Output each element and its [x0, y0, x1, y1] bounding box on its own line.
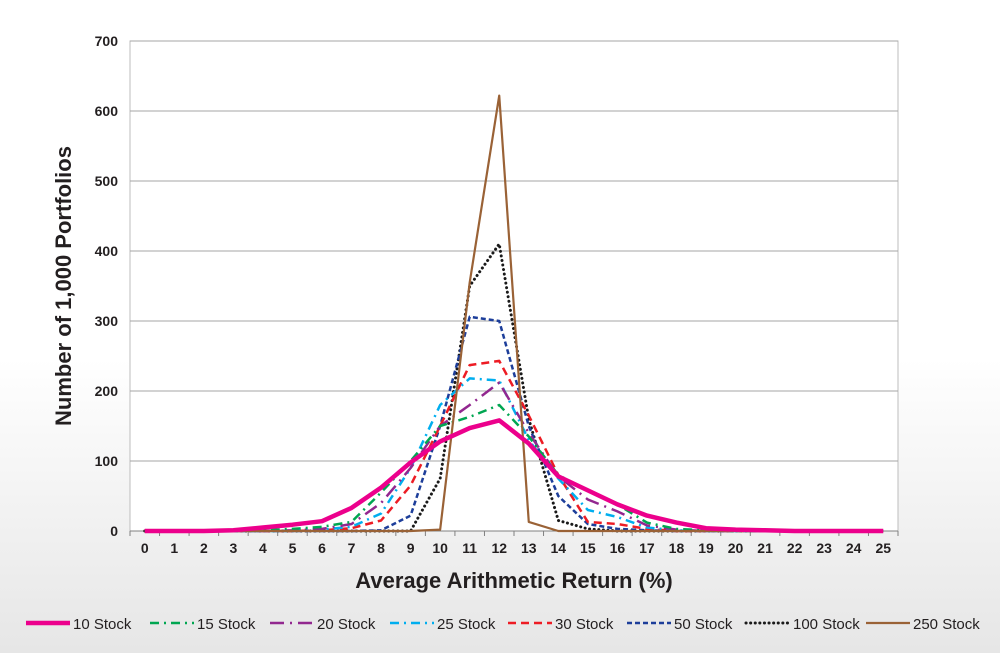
x-tick-label: 6 [318, 540, 326, 556]
legend-label: 30 Stock [555, 616, 614, 633]
y-tick-label: 700 [95, 33, 119, 49]
x-tick-label: 9 [407, 540, 415, 556]
x-tick-label: 14 [551, 540, 567, 556]
y-tick-label: 500 [95, 173, 119, 189]
legend-item: 15 Stock [150, 616, 256, 633]
series-line-10-stock [144, 418, 884, 534]
legend-label: 25 Stock [437, 616, 496, 633]
x-tick-label: 20 [728, 540, 744, 556]
x-tick-label: 24 [846, 540, 862, 556]
legend-item: 10 Stock [26, 616, 132, 633]
x-tick-label: 10 [432, 540, 448, 556]
legend-label: 20 Stock [317, 616, 376, 633]
series-line-25-stock [144, 377, 884, 533]
plot-area [129, 40, 899, 532]
y-axis: 0 100 200 300 400 500 600 700 [95, 33, 119, 539]
x-tick-label: 25 [875, 540, 891, 556]
legend-item: 30 Stock [508, 616, 614, 633]
x-tick-label: 18 [669, 540, 685, 556]
x-tick-label: 11 [462, 540, 477, 556]
legend-label: 50 Stock [674, 616, 733, 633]
x-tick-label: 8 [377, 540, 385, 556]
y-tick-label: 300 [95, 313, 119, 329]
x-tick-label: 19 [698, 540, 714, 556]
legend-item: 100 Stock [744, 616, 860, 633]
y-tick-label: 200 [95, 383, 119, 399]
x-axis: 0 1 2 3 4 5 6 7 8 9 10 11 12 13 14 15 16 17 18 19 20 21 22 23 24… [129, 530, 899, 556]
x-tick-label: 13 [521, 540, 537, 556]
x-tick-label: 17 [639, 540, 655, 556]
x-tick-label: 2 [200, 540, 208, 556]
series-lines [143, 94, 885, 534]
x-tick-label: 21 [757, 540, 773, 556]
x-tick-label: 4 [259, 540, 267, 556]
y-tick-label: 0 [110, 523, 118, 539]
x-tick-label: 1 [170, 540, 178, 556]
y-axis-label: Number of 1,000 Portfolios [51, 146, 76, 426]
legend: 10 Stock 15 Stock 20 Stock 25 Stock 30 Stock… [26, 616, 980, 633]
legend-label: 100 Stock [793, 616, 860, 633]
legend-label: 10 Stock [73, 616, 132, 633]
x-tick-label: 0 [141, 540, 149, 556]
legend-label: 250 Stock [913, 616, 980, 633]
x-tick-label: 23 [816, 540, 832, 556]
legend-item: 250 Stock [866, 616, 980, 633]
y-tick-label: 400 [95, 243, 119, 259]
x-tick-label: 15 [580, 540, 596, 556]
legend-item: 20 Stock [270, 616, 376, 633]
x-tick-label: 5 [289, 540, 297, 556]
y-tick-label: 100 [95, 453, 119, 469]
legend-item: 25 Stock [390, 616, 496, 633]
x-tick-label: 22 [787, 540, 803, 556]
x-tick-label: 12 [491, 540, 507, 556]
x-tick-label: 3 [229, 540, 237, 556]
y-tick-label: 600 [95, 103, 119, 119]
legend-item: 50 Stock [627, 616, 733, 633]
x-tick-label: 7 [348, 540, 356, 556]
x-tick-label: 16 [610, 540, 626, 556]
legend-label: 15 Stock [197, 616, 256, 633]
x-axis-label: Average Arithmetic Return (%) [355, 568, 672, 593]
